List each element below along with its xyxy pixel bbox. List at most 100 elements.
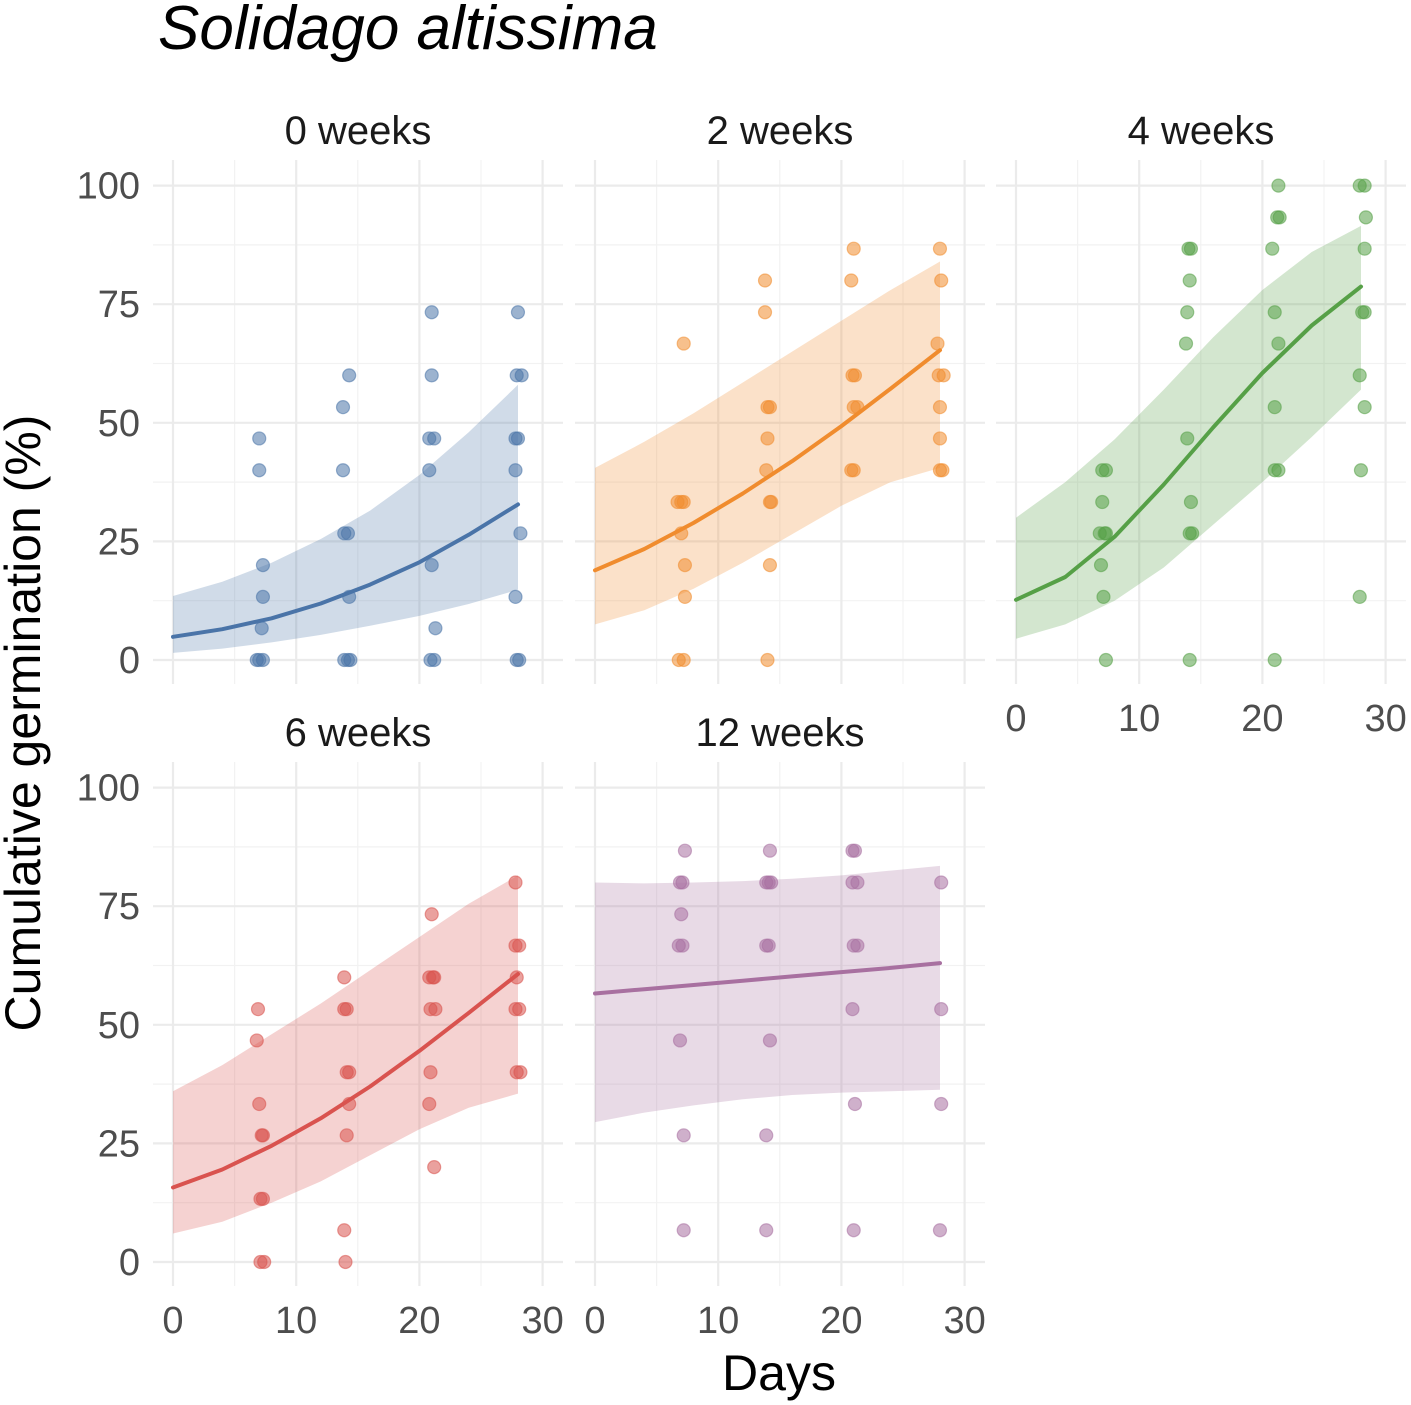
data-point	[1357, 241, 1372, 256]
data-point	[1271, 463, 1286, 478]
data-point	[254, 621, 269, 636]
data-point	[1185, 526, 1200, 541]
data-point	[1183, 241, 1199, 256]
data-point	[677, 843, 693, 858]
data-point	[672, 1033, 688, 1048]
data-point	[1180, 431, 1195, 446]
data-point	[508, 589, 523, 605]
chart-title: Solidago altissima	[158, 0, 658, 63]
data-point	[422, 1096, 437, 1112]
y-tick-label: 75	[98, 284, 140, 326]
data-point	[255, 589, 271, 605]
x-tick-label: 30	[943, 1300, 985, 1342]
facet-panel: 2 weeks	[575, 109, 985, 684]
facet-label: 0 weeks	[285, 109, 432, 153]
data-point	[676, 1128, 691, 1143]
data-point	[427, 1160, 442, 1175]
fitted-curve	[171, 972, 520, 1190]
x-tick-label: 20	[398, 1300, 440, 1342]
data-point	[764, 494, 779, 510]
data-point	[257, 1254, 272, 1270]
y-tick-label: 25	[98, 1123, 140, 1165]
data-point	[428, 1002, 443, 1017]
data-point	[1093, 558, 1109, 573]
data-point	[335, 463, 351, 478]
data-point	[1358, 210, 1373, 225]
x-tick-label: 0	[162, 1300, 183, 1342]
confidence-ribbon	[595, 865, 940, 1123]
data-point	[1265, 241, 1280, 256]
y-axis-title: Cumulative germination (%)	[0, 415, 51, 1032]
facet-panel: 0 weeks 0 25 50 75 100	[77, 109, 563, 684]
data-point	[510, 305, 526, 320]
facet-panel: 6 weeks 0 25 50 75 100 0 10 20 30	[77, 711, 564, 1342]
data-point	[422, 463, 437, 478]
data-point	[1096, 589, 1111, 605]
data-point	[424, 368, 439, 383]
x-tick-label: 30	[1364, 698, 1406, 740]
data-point	[1272, 210, 1287, 225]
data-point	[508, 875, 523, 890]
data-point	[1357, 178, 1372, 193]
data-point	[844, 273, 859, 288]
data-point	[337, 970, 352, 985]
data-point	[514, 368, 529, 383]
data-point	[847, 368, 863, 383]
data-point	[512, 938, 527, 953]
x-tick-label: 20	[820, 1300, 862, 1342]
data-point	[512, 1002, 527, 1017]
data-point	[424, 305, 439, 320]
data-point	[510, 431, 526, 446]
data-point	[255, 558, 271, 573]
data-point	[339, 1128, 354, 1143]
x-tick-label: 30	[521, 1300, 563, 1342]
data-point	[1098, 526, 1114, 541]
data-point	[1267, 652, 1282, 668]
data-point	[677, 558, 693, 573]
data-point	[1271, 178, 1286, 193]
data-point	[249, 1033, 264, 1048]
data-point	[762, 843, 778, 858]
data-point	[675, 875, 690, 890]
x-axis-title: Days	[722, 1345, 836, 1401]
data-point	[1180, 305, 1195, 320]
y-tick-label: 25	[98, 521, 140, 563]
facet-label: 2 weeks	[707, 109, 854, 153]
data-point	[677, 589, 693, 605]
data-point	[1267, 305, 1282, 320]
data-point	[934, 1096, 949, 1112]
data-point	[1267, 400, 1282, 415]
data-point	[759, 1223, 774, 1238]
data-point	[427, 970, 442, 985]
data-point	[932, 241, 948, 256]
data-point	[1352, 589, 1367, 605]
x-tick-label: 10	[275, 1300, 317, 1342]
data-point	[760, 400, 775, 415]
data-point	[761, 938, 776, 953]
data-point	[1095, 494, 1110, 510]
data-point	[338, 1254, 353, 1270]
data-point	[423, 1065, 438, 1080]
data-point	[1182, 652, 1197, 668]
data-point	[675, 938, 690, 953]
x-tick-label: 0	[584, 1300, 605, 1342]
data-point	[759, 1128, 774, 1143]
data-point	[1098, 463, 1114, 478]
y-tick-label: 0	[119, 640, 140, 682]
data-point	[934, 1002, 949, 1017]
data-point	[1357, 305, 1372, 320]
data-point	[512, 652, 527, 668]
data-point	[335, 400, 351, 415]
data-point	[676, 1223, 691, 1238]
data-point	[762, 558, 778, 573]
x-tick-label: 0	[1005, 698, 1026, 740]
fitted-curve	[593, 348, 942, 573]
data-point	[930, 336, 945, 351]
data-point	[932, 1223, 948, 1238]
data-point	[255, 652, 271, 668]
data-point	[427, 431, 442, 446]
facet-panel: 12 weeks 0 10 20 30	[575, 711, 986, 1342]
data-point	[252, 431, 267, 446]
y-tick-label: 50	[98, 1005, 140, 1047]
